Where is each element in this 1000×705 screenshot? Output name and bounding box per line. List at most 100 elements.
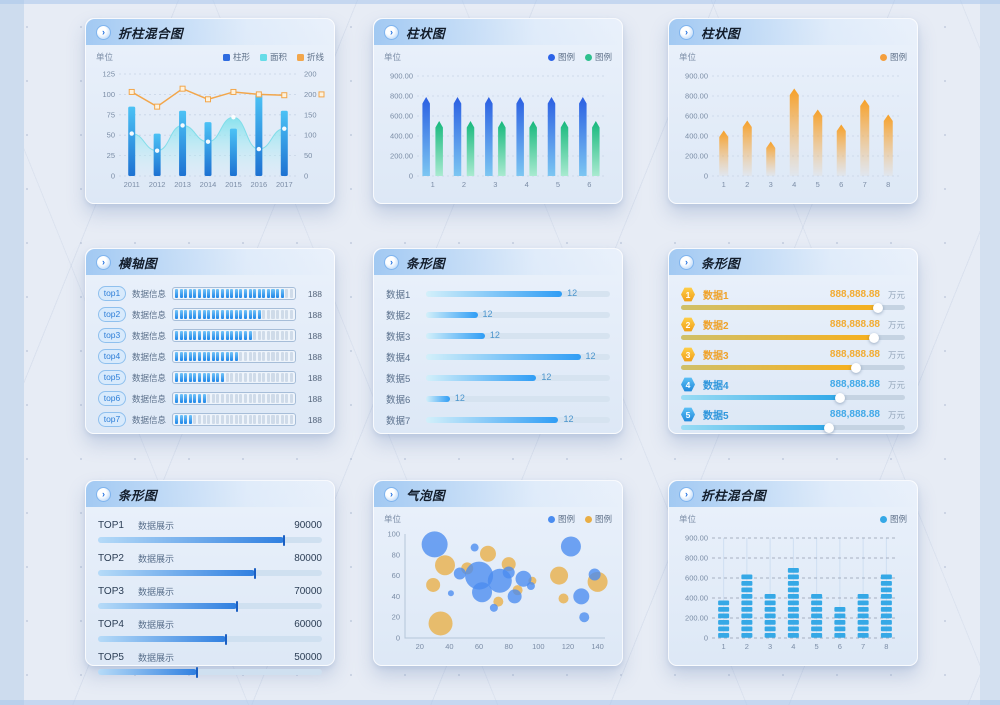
row-value: 188	[307, 288, 322, 299]
svg-text:200: 200	[304, 70, 317, 79]
bar-segment	[280, 394, 284, 403]
svg-text:20: 20	[416, 642, 424, 651]
bar-segment	[262, 331, 266, 340]
bar-segment	[276, 415, 280, 424]
bar-segment	[175, 373, 179, 382]
bar-fill	[426, 416, 559, 423]
rank-hexagon-badge: 4	[681, 377, 695, 392]
bar-segment	[248, 373, 252, 382]
panel-column-chart-orange: › 柱状图 单位 图例 0 200.00 400.00 600.00 800.00 900…	[668, 18, 918, 204]
row-label: 数据信息	[132, 372, 167, 383]
bar-segment	[175, 289, 179, 298]
bar-segment	[184, 373, 188, 382]
bar-segment	[271, 289, 275, 298]
svg-text:2012: 2012	[149, 180, 166, 189]
panel-title: 柱状图	[406, 26, 446, 41]
svg-text:50: 50	[304, 151, 312, 160]
svg-text:400.00: 400.00	[685, 594, 708, 603]
legend-label: 图例	[594, 514, 612, 524]
panel-horizontal-axis-chart: › 横轴图 top1 数据信息 188 top2 数据信息 188 top3 数据信息 188 t…	[85, 248, 335, 434]
bar-segment	[216, 310, 220, 319]
svg-text:0: 0	[396, 634, 400, 643]
row-label: 数据信息	[132, 330, 167, 341]
legend-item[interactable]: 图例	[547, 51, 575, 63]
bar-end-tick	[235, 600, 239, 612]
panel-badge-icon: ›	[679, 24, 694, 40]
legend: 图例	[879, 513, 907, 525]
bar-segment	[239, 331, 243, 340]
row-label: 数据展示	[138, 587, 175, 597]
legend-swatch-icon	[547, 53, 555, 61]
legend-swatch-icon	[879, 53, 887, 61]
bar-segment	[207, 310, 211, 319]
svg-text:40: 40	[392, 592, 400, 601]
svg-text:5: 5	[816, 180, 820, 189]
bar-track: 12	[426, 330, 610, 340]
bar-knob	[823, 422, 834, 433]
row-label: 数据信息	[132, 351, 167, 362]
segmented-bar	[172, 329, 296, 342]
bar-segment	[253, 331, 257, 340]
svg-text:2013: 2013	[174, 180, 191, 189]
row-rank-badge: top2	[98, 307, 126, 322]
bar-segment	[243, 331, 248, 340]
legend-item[interactable]: 面积	[259, 51, 287, 63]
legend-item[interactable]: 折线	[296, 51, 324, 63]
bar-segment	[271, 331, 275, 340]
tick-bar-row: top1 数据信息 188	[98, 283, 322, 304]
panel-badge-icon: ›	[384, 24, 399, 40]
bar-segment	[230, 394, 234, 403]
row-value: 12	[567, 287, 578, 298]
ranked-bar-row: 1 数据1 888,888.88 万元	[681, 287, 905, 313]
svg-text:80: 80	[392, 550, 400, 559]
row-rank-badge: top4	[98, 349, 126, 364]
bar-segment	[197, 373, 202, 382]
legend-item[interactable]: 图例	[547, 513, 575, 525]
top-bar-row: TOP2 数据展示 80000	[98, 552, 322, 579]
bar-segment	[230, 352, 234, 361]
panel-bubble-chart: › 气泡图 单位 图例 图例 0 20 40 60 80 100 20 40 60 80 100 120…	[373, 480, 623, 666]
row-value: 188	[307, 330, 322, 341]
panel-top-bar-chart: › 条形图 TOP1 数据展示 90000 TOP2 数据展示 80000 TOP3 数据展示…	[85, 480, 335, 678]
bar-segment	[257, 415, 261, 424]
bar-fill	[681, 365, 856, 370]
legend-item[interactable]: 图例	[584, 513, 612, 525]
svg-text:900.00: 900.00	[685, 72, 708, 81]
svg-text:100: 100	[532, 642, 545, 651]
bar-segment	[285, 310, 289, 319]
row-value: 60000	[294, 619, 322, 630]
svg-text:600.00: 600.00	[390, 112, 413, 121]
svg-text:100: 100	[102, 90, 115, 99]
svg-text:80: 80	[505, 642, 513, 651]
svg-text:1: 1	[722, 180, 726, 189]
bar-segment	[239, 352, 243, 361]
legend-item[interactable]: 柱形	[222, 51, 250, 63]
bar-fill	[98, 537, 284, 543]
top-bar-row: TOP5 数据展示 50000	[98, 651, 322, 678]
legend-item[interactable]: 图例	[879, 51, 907, 63]
svg-text:8: 8	[884, 642, 888, 651]
legend-item[interactable]: 图例	[879, 513, 907, 525]
bar-segment	[197, 394, 202, 403]
legend-item[interactable]: 图例	[584, 51, 612, 63]
bar-fill	[98, 570, 255, 576]
bar-segment	[239, 415, 243, 424]
bar-segment	[193, 415, 197, 424]
svg-text:4: 4	[525, 180, 529, 189]
bar-segment	[193, 289, 197, 298]
row-value: 188	[307, 393, 322, 404]
row-label: 数据2	[703, 321, 729, 332]
bar-segment	[248, 331, 252, 340]
bar-segment	[188, 415, 192, 424]
legend-label: 折线	[306, 52, 324, 62]
tick-bar-row: top5 数据信息 188	[98, 367, 322, 388]
bar-track: 12	[426, 309, 610, 319]
bar-segment	[193, 352, 197, 361]
bar-segment	[271, 394, 275, 403]
bar-segment	[248, 394, 252, 403]
panel-badge-icon: ›	[96, 486, 111, 502]
bar-track	[98, 534, 322, 546]
row-label: 数据1	[386, 289, 411, 301]
bar-end-tick	[195, 666, 199, 678]
bar-track	[98, 666, 322, 678]
